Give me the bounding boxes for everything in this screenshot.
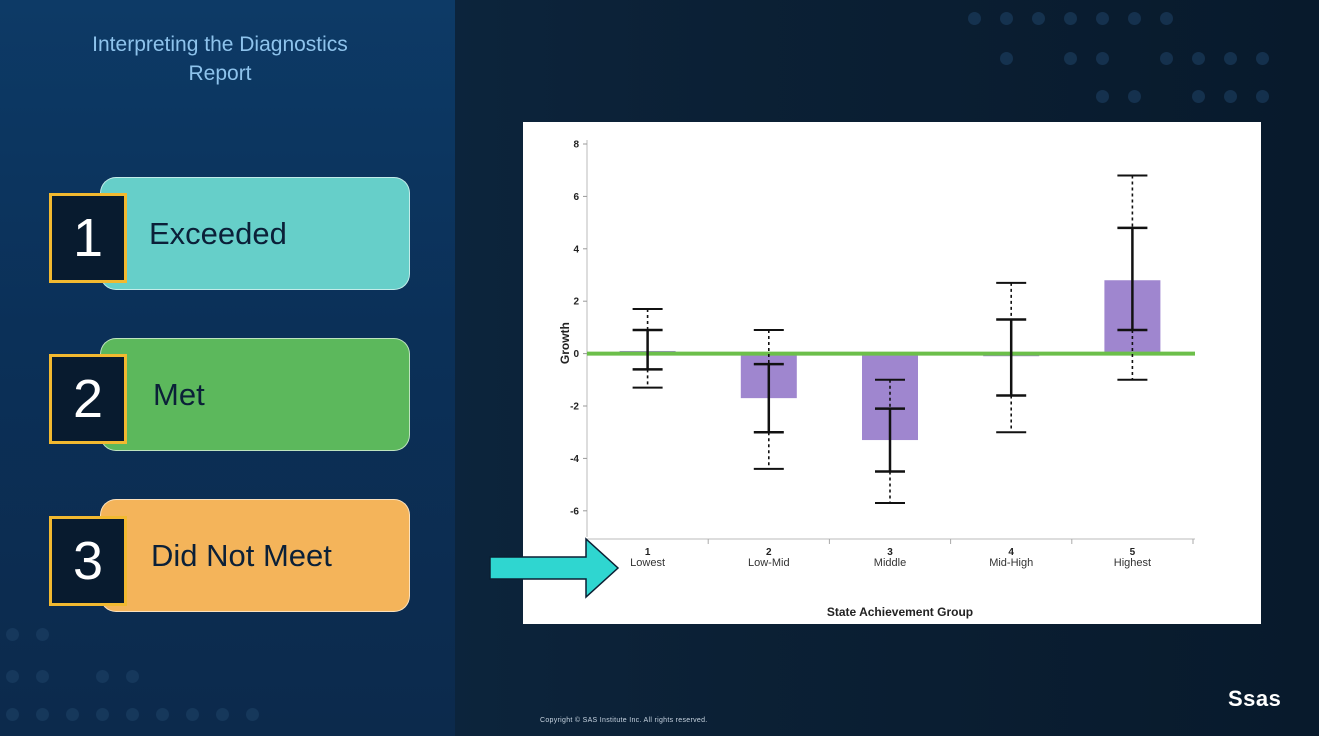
x-tick-label: Low-Mid — [748, 557, 790, 569]
x-tick-number: 1 — [645, 547, 651, 558]
y-tick-label: -4 — [570, 454, 579, 465]
error-bars — [632, 174, 1148, 504]
card-did-not-meet: Did Not Meet — [100, 499, 410, 612]
y-axis-title: Growth — [558, 322, 572, 364]
dot — [1192, 90, 1205, 103]
y-tick-label: -6 — [570, 506, 579, 517]
y-tick-label: 6 — [573, 192, 579, 203]
dot — [156, 708, 169, 721]
x-tick-label: Highest — [1114, 557, 1151, 569]
sas-logo: Ssas — [1228, 686, 1282, 711]
dot — [126, 670, 139, 683]
card-exceeded: Exceeded — [100, 177, 410, 290]
card-label-did-not-meet: Did Not Meet — [151, 537, 332, 573]
dot — [96, 708, 109, 721]
x-tick-number: 4 — [1008, 547, 1014, 558]
dot — [1160, 52, 1173, 65]
dot — [6, 708, 19, 721]
dot — [186, 708, 199, 721]
dot — [1064, 52, 1077, 65]
y-axis: 8 6 4 2 0 -2 -4 -6 — [570, 140, 588, 537]
dot — [1000, 12, 1013, 25]
x-tick-label: Mid-High — [989, 557, 1033, 569]
card-met: Met — [100, 338, 410, 451]
y-tick-label: 4 — [573, 244, 579, 255]
dot — [6, 670, 19, 683]
chart-panel: 8 6 4 2 0 -2 -4 -6 1 Lowest 2 Low-Mid 3 Middle 4 Mid-H… — [523, 122, 1261, 624]
dot — [1096, 52, 1109, 65]
dot — [36, 670, 49, 683]
slide-title: Interpreting the Diagnostics Report — [92, 33, 348, 85]
x-tick-number: 2 — [766, 547, 772, 558]
x-tick-number: 3 — [887, 547, 893, 558]
dot — [1224, 52, 1237, 65]
dot — [1032, 12, 1045, 25]
card-label-exceeded: Exceeded — [149, 215, 287, 251]
arrow-right-icon — [489, 537, 620, 599]
x-tick-number: 5 — [1130, 547, 1136, 558]
dot — [66, 708, 79, 721]
dot — [968, 12, 981, 25]
dot-pattern-bottom-left — [6, 628, 306, 728]
dot — [1096, 90, 1109, 103]
dot — [1256, 90, 1269, 103]
copyright-notice: Copyright © SAS Institute Inc. All right… — [540, 717, 708, 724]
x-tick-label: Lowest — [630, 557, 665, 569]
dot — [36, 628, 49, 641]
y-tick-label: -2 — [570, 402, 579, 413]
y-tick-label: 0 — [573, 349, 579, 360]
dot — [1224, 90, 1237, 103]
y-tick-label: 8 — [573, 140, 579, 151]
dot — [216, 708, 229, 721]
dot — [1096, 12, 1109, 25]
dot — [246, 708, 259, 721]
x-tick-label: Middle — [874, 557, 906, 569]
dot — [36, 708, 49, 721]
number-badge-2: 2 — [49, 354, 127, 444]
card-label-met: Met — [153, 376, 205, 412]
dot — [1064, 12, 1077, 25]
dot — [126, 708, 139, 721]
number-badge-3: 3 — [49, 516, 127, 606]
dot — [96, 670, 109, 683]
y-tick-label: 2 — [573, 297, 579, 308]
dot — [1128, 90, 1141, 103]
dot — [6, 628, 19, 641]
dot — [1256, 52, 1269, 65]
dot — [1160, 12, 1173, 25]
x-axis-title: State Achievement Group — [827, 605, 973, 619]
dot — [1128, 12, 1141, 25]
dot — [1192, 52, 1205, 65]
dot — [1000, 52, 1013, 65]
dot-pattern-top-right — [968, 12, 1308, 112]
number-badge-1: 1 — [49, 193, 127, 283]
